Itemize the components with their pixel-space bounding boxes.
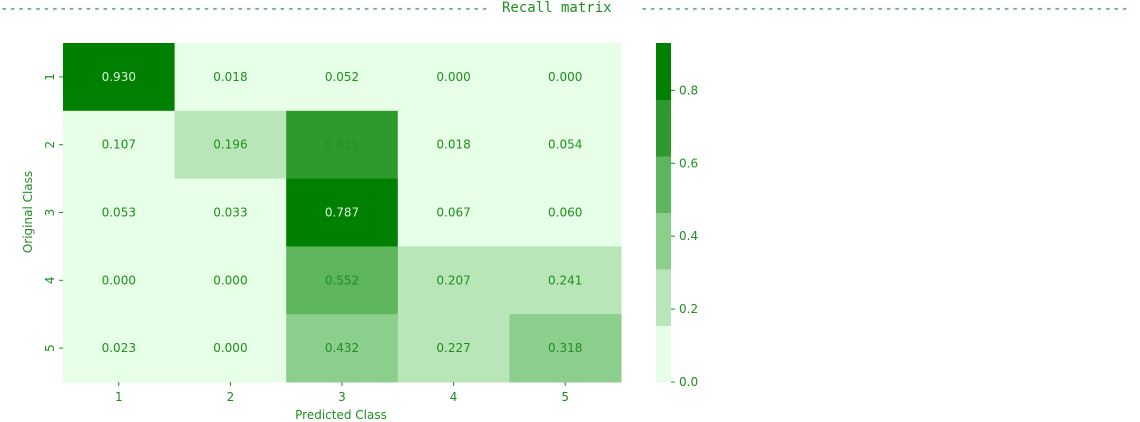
x-axis: 1 2 3 4 5 [115, 382, 569, 404]
y-tick-label: 3 [43, 209, 57, 217]
heatmap-cell [286, 110, 399, 180]
cell-value-label: 0.052 [325, 70, 359, 84]
x-tick-label: 4 [450, 390, 458, 404]
chart-title: Recall matrix [502, 0, 612, 16]
cell-value-label: 0.023 [102, 341, 136, 355]
heatmap-cell [63, 314, 176, 383]
colorbar-tick-label: 0.2 [679, 302, 698, 316]
cell-value-label: 0.018 [213, 70, 247, 84]
y-tick-label: 1 [43, 73, 57, 81]
heatmap-cell [63, 178, 176, 247]
cell-value-label: 0.000 [548, 70, 582, 84]
heatmap-cell-labels: 0.930 0.018 0.052 0.000 0.000 0.107 0.196 0.625… [102, 70, 583, 355]
heatmap-cell [63, 110, 176, 180]
colorbar-tick-label: 0.0 [679, 375, 698, 389]
cell-value-label: 0.000 [436, 70, 470, 84]
cell-value-label: 0.227 [436, 341, 470, 355]
heatmap-cell [509, 43, 622, 112]
colorbar-segment [656, 269, 671, 326]
heatmap-cell [397, 43, 510, 112]
colorbar-segment [656, 325, 671, 383]
heatmap-cell [174, 246, 287, 315]
colorbar-segment [656, 43, 671, 100]
heatmap-cell [397, 178, 510, 247]
cell-value-label: 0.241 [548, 273, 582, 287]
cell-value-label: 0.107 [102, 138, 136, 152]
heatmap-cell [174, 110, 287, 180]
cell-value-label: 0.787 [325, 206, 359, 220]
y-tick-label: 2 [43, 141, 57, 149]
heatmap-cell [397, 314, 510, 383]
cell-value-label: 0.053 [102, 206, 136, 220]
heatmap-cell [286, 178, 399, 247]
heatmap-cell [286, 246, 399, 315]
cell-value-label: 0.000 [213, 341, 247, 355]
cell-value-label: 0.054 [548, 138, 582, 152]
colorbar-segment [656, 156, 671, 213]
x-tick-label: 5 [561, 390, 569, 404]
heatmap-cell [286, 314, 399, 383]
cell-value-label: 0.930 [102, 70, 136, 84]
heatmap-cell [509, 246, 622, 315]
heatmap-cell [174, 314, 287, 383]
heatmap-cell [174, 43, 287, 112]
y-axis-label: Original Class [21, 171, 35, 253]
colorbar-segment [656, 212, 671, 270]
title-bar: ----------------------------------------… [0, 0, 1140, 20]
colorbar [656, 43, 671, 383]
heatmap-cell [286, 43, 399, 112]
x-axis-label: Predicted Class [295, 408, 387, 422]
x-tick-label: 3 [338, 390, 346, 404]
heatmap-cell [174, 178, 287, 247]
title-divider-right: ----------------------------------------… [640, 1, 1130, 17]
heatmap-cell [509, 314, 622, 383]
cell-value-label: 0.552 [325, 273, 359, 287]
colorbar-tick-label: 0.6 [679, 156, 698, 170]
y-tick-label: 4 [43, 276, 57, 284]
cell-value-label: 0.000 [102, 273, 136, 287]
cell-value-label: 0.033 [213, 206, 247, 220]
cell-value-label: 0.018 [436, 138, 470, 152]
heatmap-cell [63, 43, 176, 112]
cell-value-label: 0.000 [213, 273, 247, 287]
cell-value-label: 0.207 [436, 273, 470, 287]
cell-value-label: 0.067 [436, 206, 470, 220]
cell-value-label: 0.060 [548, 206, 582, 220]
heatmap-cell [509, 178, 622, 247]
colorbar-tick-label: 0.4 [679, 229, 698, 243]
y-axis: 1 2 3 4 5 [43, 73, 63, 352]
cell-value-label: 0.196 [213, 138, 247, 152]
heatmap-cell [63, 246, 176, 315]
cell-value-label: 0.625 [325, 138, 359, 152]
heatmap-cell [509, 110, 622, 180]
x-tick-label: 2 [227, 390, 235, 404]
colorbar-tick-label: 0.8 [679, 83, 698, 97]
heatmap-cells [63, 43, 622, 383]
cell-value-label: 0.318 [548, 341, 582, 355]
colorbar-ticks: 0.0 0.2 0.4 0.6 0.8 [671, 83, 698, 389]
title-divider-left: ----------------------------------------… [0, 1, 490, 17]
x-tick-label: 1 [115, 390, 123, 404]
y-tick-label: 5 [43, 344, 57, 352]
heatmap-cell [397, 110, 510, 180]
heatmap-cell [397, 246, 510, 315]
cell-value-label: 0.432 [325, 341, 359, 355]
colorbar-segment [656, 99, 671, 157]
